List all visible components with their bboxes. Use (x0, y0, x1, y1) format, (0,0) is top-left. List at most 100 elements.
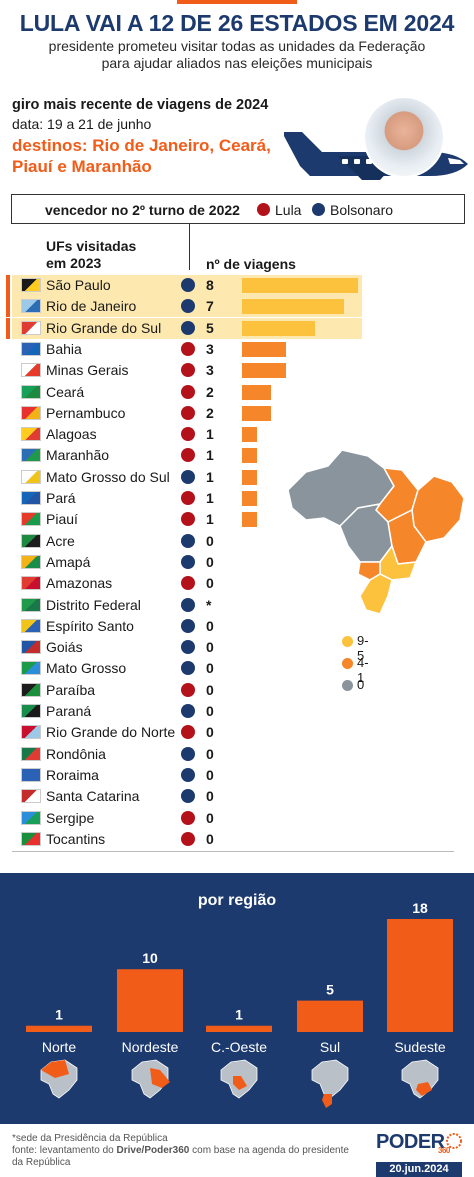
trip-count: 0 (206, 639, 214, 656)
winner-dot (181, 746, 195, 761)
state-row: Piauí 1 (12, 509, 362, 530)
state-flag-icon (21, 320, 41, 335)
trip-bar (242, 448, 257, 464)
trip-bar (242, 491, 257, 506)
region-minimap-icon (311, 1059, 349, 1099)
state-flag-icon (21, 491, 41, 505)
state-row: Distrito Federal * (12, 595, 362, 616)
state-flag-icon (21, 789, 41, 804)
trip-bar (242, 469, 257, 485)
winner-dot (181, 618, 195, 633)
state-name: Santa Catarina (46, 788, 140, 805)
trip-count: 0 (206, 703, 214, 719)
winner-dot (181, 512, 195, 527)
state-row: Rio Grande do Sul 5 (6, 317, 362, 339)
state-flag-icon (21, 299, 41, 314)
state-flag-icon (21, 661, 41, 676)
state-flag-icon (21, 554, 41, 569)
region-minimap-highlight (41, 1060, 69, 1078)
winner-dot (181, 448, 195, 463)
state-row: Amapá 0 (12, 552, 362, 573)
winner-dot (181, 320, 195, 335)
state-name: Minas Gerais (46, 362, 129, 379)
state-row: Pernambuco 2 (12, 403, 362, 424)
trip-bar (242, 384, 271, 400)
state-name: Rio Grande do Norte (46, 724, 176, 741)
trip-count: 0 (206, 660, 214, 677)
trip-count: 0 (206, 830, 214, 847)
state-name: Pernambuco (46, 404, 126, 421)
winner-dot (181, 469, 195, 484)
trip-bar (242, 278, 358, 293)
trip-count: 0 (206, 617, 214, 634)
trip-count: 0 (206, 681, 214, 698)
state-name: Roraima (46, 766, 99, 783)
source-bold: Drive/Poder360 (116, 1145, 190, 1156)
trip-count: 1 (206, 468, 214, 485)
logo-sun-icon (446, 1133, 462, 1149)
state-row: Mato Grosso do Sul 1 (12, 467, 362, 488)
state-flag-icon (21, 405, 41, 420)
trip-count: 0 (206, 788, 214, 805)
state-flag-icon (21, 512, 41, 527)
state-flag-icon (21, 427, 41, 442)
state-name: Rio Grande do Sul (46, 319, 162, 336)
winner-dot (181, 384, 195, 399)
state-flag-icon (21, 469, 41, 484)
state-row: Ceará 2 (12, 382, 362, 403)
state-row: Rondônia 0 (12, 744, 362, 765)
page-title: LULA VAI A 12 DE 26 ESTADOS EM 2024 (19, 10, 455, 36)
state-name: Amazonas (46, 575, 113, 592)
map-legend-zero-dot (342, 680, 353, 691)
state-name: Goiás (46, 639, 83, 656)
winner-dot (181, 704, 195, 718)
map-legend-mid-dot (342, 658, 353, 669)
state-name: Pará (46, 490, 76, 506)
trip-count: 1 (206, 447, 214, 464)
state-flag-icon (21, 682, 41, 697)
state-flag-icon (21, 767, 41, 782)
winner-dot (181, 640, 195, 655)
region-minimap-highlight (233, 1076, 247, 1090)
state-row: Rio Grande do Norte 0 (12, 722, 362, 743)
region-bar-chart: 1 Norte 10 Nordeste 1 C.-Oeste 5 Sul 18 Sudeste (26, 900, 453, 1108)
map-legend-mid-label: 4-1 (357, 655, 369, 685)
state-name: Alagoas (46, 426, 97, 443)
row-highlight-marker (6, 275, 10, 296)
trip-bar (242, 512, 257, 528)
trip-bar (242, 299, 344, 315)
lula-legend-label: Lula (275, 202, 302, 218)
top-accent-bar (177, 0, 297, 4)
states-column-header: UFs visitadas em 2023 (46, 238, 136, 272)
state-row: Sergipe 0 (12, 808, 362, 829)
trip-destinations: destinos: Rio de Janeiro, Ceará, Piauí e… (12, 135, 282, 177)
publish-date: 20.jun.2024 (376, 1162, 462, 1177)
winner-dot (181, 810, 195, 825)
state-flag-icon (21, 363, 41, 378)
winner-legend: vencedor no 2º turno de 2022 Lula Bolson… (11, 194, 465, 224)
region-bar (117, 969, 183, 1032)
trip-dates: data: 19 a 21 de junho (12, 116, 152, 132)
region-minimap-highlight (416, 1082, 432, 1096)
state-flag-icon (21, 278, 41, 292)
region-bar (297, 1000, 363, 1032)
state-row: Rio de Janeiro 7 (6, 296, 362, 318)
state-name: Maranhão (46, 447, 110, 464)
state-row: Paraná 0 (12, 701, 362, 722)
region-category-label: Norte (42, 1039, 76, 1055)
subtitle-line-2: para ajudar aliados nas eleições municip… (101, 55, 373, 71)
state-name: Bahia (46, 340, 82, 357)
page-subtitle: presidente prometeu visitar todas as uni… (0, 38, 474, 72)
winner-dot (181, 576, 195, 591)
trip-count: 3 (206, 340, 214, 357)
trip-count: 0 (206, 745, 214, 762)
state-flag-icon (21, 576, 41, 591)
state-flag-icon (21, 597, 41, 612)
trip-bar (242, 341, 286, 357)
state-flag-icon (21, 810, 41, 825)
trip-count: 2 (206, 404, 214, 421)
winner-dot (181, 661, 195, 676)
region-minimap-icon (131, 1059, 169, 1099)
state-row: Amazonas 0 (12, 573, 362, 594)
state-row: Roraima 0 (12, 765, 362, 786)
